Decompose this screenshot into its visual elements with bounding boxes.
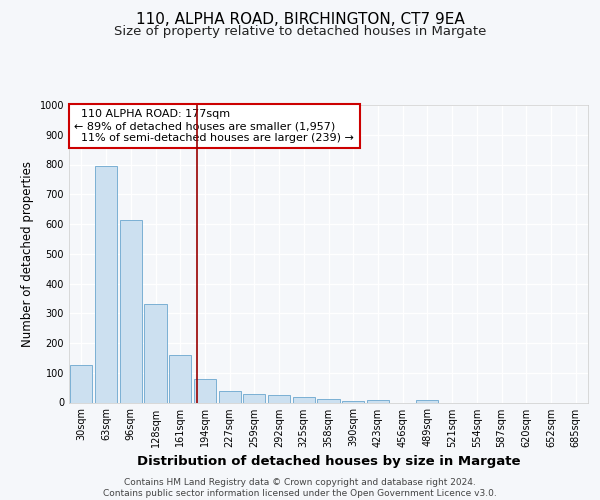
X-axis label: Distribution of detached houses by size in Margate: Distribution of detached houses by size …	[137, 455, 520, 468]
Bar	[268, 395, 290, 402]
Bar	[145, 304, 167, 402]
Bar	[70, 366, 92, 403]
Bar	[95, 166, 117, 402]
Bar	[416, 400, 439, 402]
Bar	[218, 390, 241, 402]
Text: Size of property relative to detached houses in Margate: Size of property relative to detached ho…	[114, 25, 486, 38]
Text: Contains HM Land Registry data © Crown copyright and database right 2024.
Contai: Contains HM Land Registry data © Crown c…	[103, 478, 497, 498]
Text: 110, ALPHA ROAD, BIRCHINGTON, CT7 9EA: 110, ALPHA ROAD, BIRCHINGTON, CT7 9EA	[136, 12, 464, 28]
Bar	[119, 220, 142, 402]
Bar	[293, 397, 315, 402]
Bar	[367, 400, 389, 402]
Bar	[342, 401, 364, 402]
Y-axis label: Number of detached properties: Number of detached properties	[21, 161, 34, 347]
Bar	[243, 394, 265, 402]
Bar	[317, 399, 340, 402]
Text: 110 ALPHA ROAD: 177sqm
← 89% of detached houses are smaller (1,957)
  11% of sem: 110 ALPHA ROAD: 177sqm ← 89% of detached…	[74, 110, 354, 142]
Bar	[194, 378, 216, 402]
Bar	[169, 355, 191, 403]
